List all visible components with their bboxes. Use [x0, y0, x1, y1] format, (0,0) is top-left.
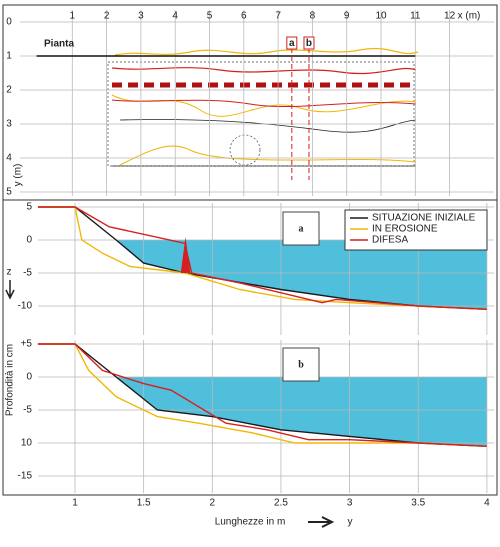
x-axis-label: x (m) [458, 11, 481, 22]
legend-box [344, 209, 488, 251]
x-tick-label: 3.5 [411, 498, 425, 509]
x-tick-label: 8 [310, 11, 316, 22]
section-box [303, 36, 315, 50]
breakwater [180, 236, 191, 273]
section-label: b [306, 38, 312, 49]
panel-label: a [299, 223, 304, 234]
plan-title: Pianta [44, 39, 74, 50]
x-tick-label: 1 [72, 498, 78, 509]
y-tick-label: -15 [18, 471, 33, 482]
x-axis-arrow [308, 516, 335, 528]
panel-badge [282, 211, 320, 246]
y-tick-label: -10 [18, 301, 33, 312]
x-axis-label: Lunghezze in m [215, 517, 286, 528]
x-tick-label: 11 [410, 11, 421, 22]
x-tick-label: 9 [344, 11, 350, 22]
water [37, 377, 487, 447]
x-tick-label: 1 [70, 11, 76, 22]
y-tick-label: 2 [6, 85, 12, 96]
y-tick-label: +5 [21, 339, 33, 350]
y-tick-label: 0 [26, 372, 32, 383]
x-tick-label: 3 [347, 498, 353, 509]
x-tick-label: 10 [375, 11, 387, 22]
section-label: a [289, 38, 295, 49]
panel-badge [282, 347, 320, 382]
profile-line [37, 206, 487, 310]
x-tick-label: 1.5 [137, 498, 151, 509]
y-tick-label: 4 [6, 153, 12, 164]
y-tick-label: 3 [6, 119, 12, 130]
x-tick-label: 2 [210, 498, 216, 509]
y-axis-arrow [5, 280, 15, 300]
y-axis-label: Profondità in cm [5, 344, 16, 416]
plan-contours [107, 47, 419, 167]
frame [2, 4, 498, 496]
y-tick-label: 5 [6, 187, 12, 198]
y-tick-label: 0 [26, 235, 32, 246]
y-tick-label: 0 [6, 17, 12, 28]
x-tick-label: 2.5 [274, 498, 288, 509]
x-tick-label: 6 [241, 11, 247, 22]
x-tick-label: 7 [275, 11, 281, 22]
water [37, 240, 487, 310]
x-tick-label: 4 [484, 498, 490, 509]
x-tick-label: 3 [138, 11, 144, 22]
x-tick-label: 4 [172, 11, 178, 22]
y-tick-label: 5 [26, 202, 32, 213]
y-tick-label: -5 [23, 405, 32, 416]
x-tick-label: 5 [207, 11, 213, 22]
legend-label: DIFESA [372, 235, 408, 246]
y-tick-label: 10 [21, 438, 33, 449]
y-axis-label: y (m) [13, 164, 24, 187]
legend-label: SITUAZIONE INIZIALE [372, 213, 476, 224]
panel-label: b [298, 359, 304, 370]
x-tick-label: 2 [104, 11, 110, 22]
legend-label: IN EROSIONE [372, 224, 438, 235]
y-tick-label: -5 [23, 268, 32, 279]
profile-line [37, 343, 487, 447]
y-axis-arrow-label: z [7, 267, 12, 278]
profile-line [37, 343, 487, 447]
x-axis-arrow-label: y [348, 517, 353, 528]
profile-line [37, 343, 487, 447]
section-box [286, 36, 298, 50]
x-tick-label: 12 [444, 11, 456, 22]
y-tick-label: 1 [6, 51, 12, 62]
